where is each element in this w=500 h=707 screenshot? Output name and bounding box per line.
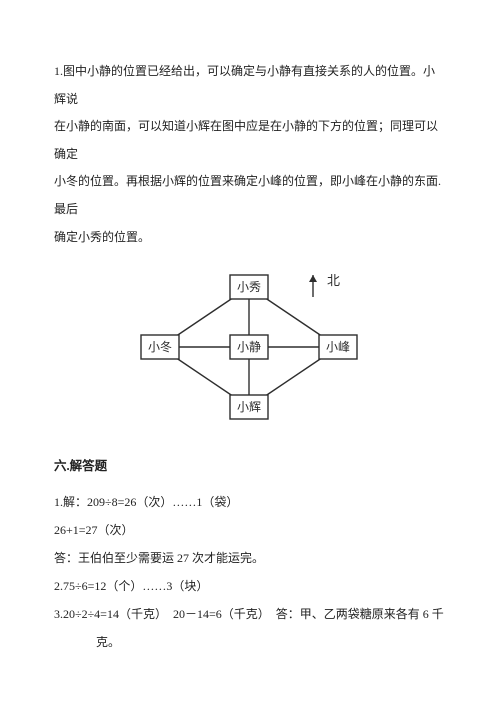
- diagram-edge: [178, 359, 231, 395]
- north-label: 北: [327, 273, 340, 288]
- problem-1-explanation: 1.图中小静的位置已经给出，可以确定与小静有直接关系的人的位置。小辉说 在小静的…: [54, 58, 446, 251]
- section-title: 六.解答题: [54, 455, 446, 474]
- intro-line: 确定小秀的位置。: [54, 224, 446, 252]
- answer-3-line: 克。: [54, 630, 446, 654]
- intro-line: 在小静的南面，可以知道小辉在图中应是在小静的下方的位置；同理可以确定: [54, 113, 446, 168]
- diagram-edge: [267, 359, 320, 395]
- answers-block: 1.解：209÷8=26（次）……1（袋） 26+1=27（次） 答：王伯伯至少…: [54, 490, 446, 654]
- diagram-edge: [267, 299, 320, 335]
- diagram-svg: 小秀小冬 小静 小峰小辉 北: [135, 269, 365, 429]
- intro-line: 小冬的位置。再根据小辉的位置来确定小峰的位置，即小峰在小静的东面.最后: [54, 168, 446, 223]
- diagram-node-label: 小辉: [237, 400, 261, 414]
- answer-3-line: 3.20÷2÷4=14（千克） 20－14=6（千克） 答：甲、乙两袋糖原来各有…: [54, 602, 446, 626]
- diagram-node-label: 小冬: [148, 339, 172, 354]
- intro-line: 1.图中小静的位置已经给出，可以确定与小静有直接关系的人的位置。小辉说: [54, 58, 446, 113]
- position-diagram: 小秀小冬 小静 小峰小辉 北: [54, 269, 446, 429]
- answer-1-line: 答：王伯伯至少需要运 27 次才能运完。: [54, 546, 446, 570]
- diagram-node-label: 小秀: [237, 280, 261, 294]
- answer-2-line: 2.75÷6=12（个）……3（块）: [54, 574, 446, 598]
- diagram-node-label: 小峰: [326, 340, 350, 354]
- answer-1-line: 26+1=27（次）: [54, 518, 446, 542]
- answer-1-line: 1.解：209÷8=26（次）……1（袋）: [54, 490, 446, 514]
- diagram-edge: [178, 299, 231, 335]
- diagram-node-label: 小静: [237, 340, 261, 354]
- north-arrow-head: [309, 275, 317, 282]
